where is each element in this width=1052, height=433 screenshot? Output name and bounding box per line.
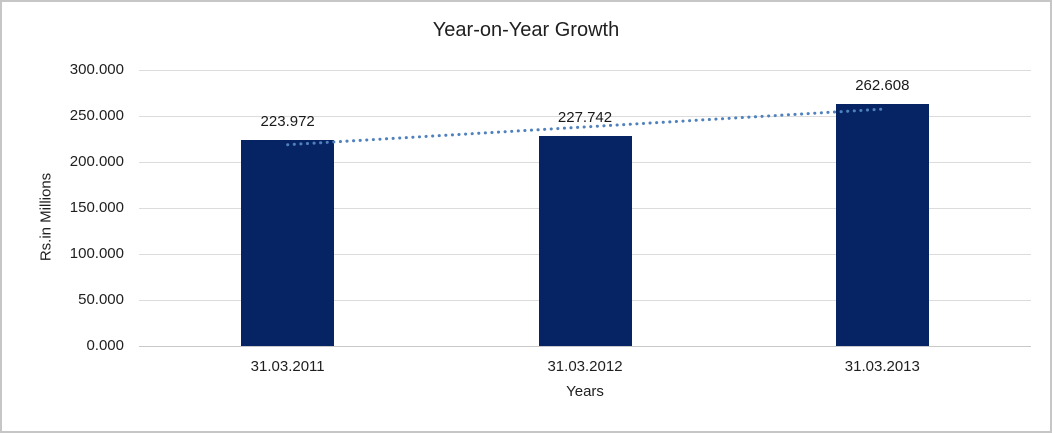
- y-tick-label: 50.000: [78, 291, 124, 308]
- bar-data-label: 262.608: [855, 77, 910, 95]
- bar-31.03.2011: [241, 139, 335, 346]
- bar-data-label: 223.972: [260, 112, 315, 130]
- y-tick-label: 0.000: [86, 337, 124, 354]
- bar-data-label: 227.742: [557, 109, 613, 127]
- y-tick-label: 200.000: [69, 153, 124, 170]
- chart-title: Year-on-Year Growth: [432, 19, 620, 41]
- x-category-label: 31.03.2011: [250, 358, 325, 375]
- x-category-label: 31.03.2012: [547, 358, 623, 375]
- x-axis-line: [139, 346, 1031, 347]
- bar-31.03.2013: [835, 104, 929, 346]
- x-axis-title: Years: [566, 383, 604, 400]
- y-tick-label: 100.000: [69, 245, 124, 262]
- bar-31.03.2012: [538, 136, 632, 346]
- y-tick-label: 250.000: [69, 107, 124, 124]
- y-tick-label: 300.000: [69, 61, 124, 78]
- x-category-label: 31.03.2013: [844, 358, 920, 375]
- gridline: [139, 70, 1031, 71]
- y-tick-label: 150.000: [69, 199, 124, 216]
